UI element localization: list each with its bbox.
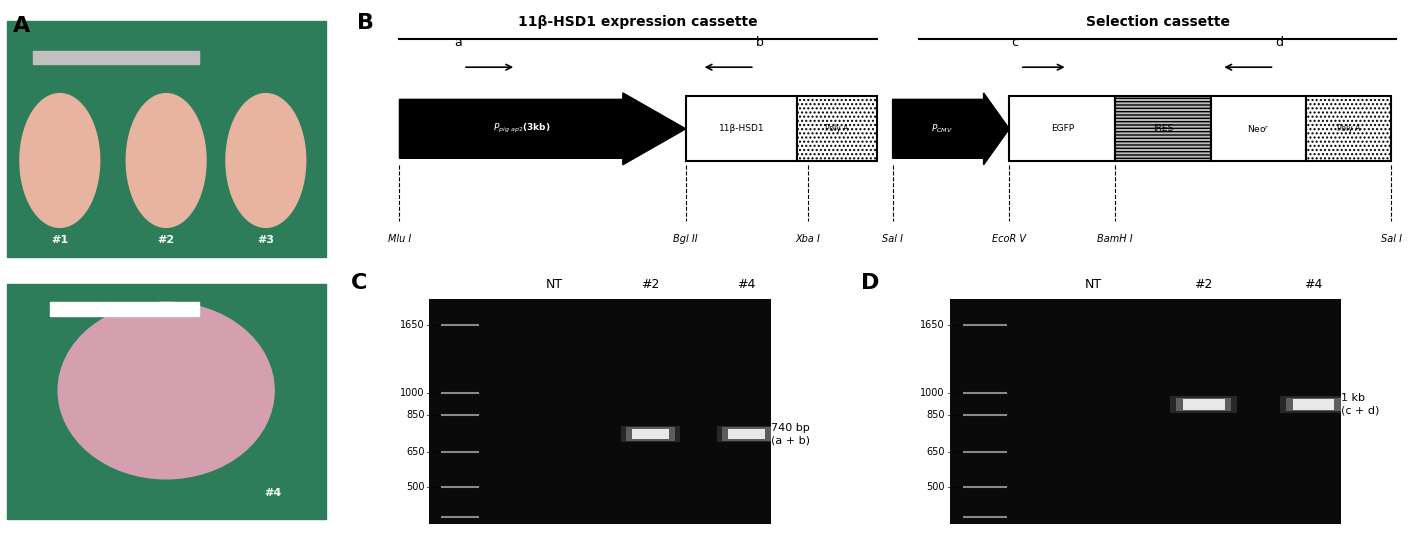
Text: 11β-HSD1 expression cassette: 11β-HSD1 expression cassette (519, 14, 758, 29)
Ellipse shape (226, 94, 305, 227)
Bar (1285, 398, 1340, 411)
Bar (1176, 398, 1232, 411)
Text: EcoR V: EcoR V (993, 234, 1027, 244)
Text: Xba I: Xba I (795, 234, 820, 244)
Text: A: A (13, 16, 31, 36)
Bar (632, 429, 669, 439)
Text: Mlu I: Mlu I (387, 234, 411, 244)
Text: c: c (1011, 36, 1018, 49)
Text: Poly A: Poly A (826, 124, 848, 133)
Bar (7, 284, 325, 519)
Text: IRES: IRES (1152, 124, 1174, 133)
Text: C: C (351, 273, 368, 293)
Text: Neo$^r$: Neo$^r$ (1247, 123, 1270, 135)
Text: Selection cassette: Selection cassette (1086, 14, 1230, 29)
Text: EGFP: EGFP (1051, 124, 1073, 133)
Bar (717, 426, 775, 442)
Text: NT: NT (1085, 278, 1103, 291)
Bar (1182, 399, 1225, 410)
Text: 1000: 1000 (400, 388, 424, 398)
Text: 850: 850 (406, 410, 424, 420)
Text: BamH I: BamH I (1097, 234, 1133, 244)
Text: #2: #2 (1195, 278, 1213, 291)
Text: Bgl II: Bgl II (673, 234, 699, 244)
Text: a: a (454, 36, 461, 49)
Bar (1116, 96, 1210, 161)
Bar (622, 426, 680, 442)
Bar (950, 299, 1342, 524)
Bar (49, 302, 199, 316)
Text: 1650: 1650 (400, 320, 424, 330)
Text: 11β-HSD1: 11β-HSD1 (718, 124, 765, 133)
Text: $P_{pig\ ap2}$(3kb): $P_{pig\ ap2}$(3kb) (492, 123, 550, 135)
Text: Sal I: Sal I (1380, 234, 1401, 244)
Bar (34, 51, 199, 64)
Bar (723, 427, 771, 441)
Ellipse shape (58, 302, 274, 479)
Ellipse shape (20, 94, 99, 227)
Bar (626, 427, 674, 441)
Bar (7, 21, 325, 257)
Text: #2: #2 (157, 235, 175, 246)
Bar (430, 299, 771, 524)
Text: b: b (756, 36, 764, 49)
Bar (1010, 96, 1116, 161)
Bar (1210, 96, 1307, 161)
Text: D: D (861, 273, 880, 293)
Text: #4: #4 (264, 487, 281, 498)
Text: 500: 500 (926, 482, 945, 492)
Text: 850: 850 (926, 410, 945, 420)
Text: #1: #1 (51, 235, 68, 246)
Text: Poly A: Poly A (1336, 124, 1360, 133)
Ellipse shape (126, 94, 206, 227)
FancyArrow shape (399, 93, 686, 165)
Text: #2: #2 (642, 278, 660, 291)
Bar (797, 96, 877, 161)
Text: #4: #4 (1304, 278, 1322, 291)
Text: 740 bp
(a + b): 740 bp (a + b) (771, 423, 810, 445)
Bar (1171, 396, 1237, 412)
Text: d: d (1275, 36, 1284, 49)
FancyArrow shape (892, 93, 1010, 165)
Bar (1280, 396, 1346, 412)
Text: $P_{CMV}$: $P_{CMV}$ (932, 123, 953, 135)
Text: NT: NT (546, 278, 563, 291)
Text: #3: #3 (257, 235, 274, 246)
Text: #4: #4 (737, 278, 755, 291)
Bar (1307, 96, 1391, 161)
Text: 1000: 1000 (921, 388, 945, 398)
Bar (1292, 399, 1335, 410)
Text: 500: 500 (406, 482, 424, 492)
Text: 1650: 1650 (921, 320, 945, 330)
Text: 1 kb
(c + d): 1 kb (c + d) (1342, 393, 1380, 416)
Text: 650: 650 (406, 447, 424, 456)
Bar (728, 429, 765, 439)
Text: B: B (356, 13, 375, 33)
Text: 650: 650 (926, 447, 945, 456)
Bar (686, 96, 797, 161)
Text: Sal I: Sal I (882, 234, 904, 244)
